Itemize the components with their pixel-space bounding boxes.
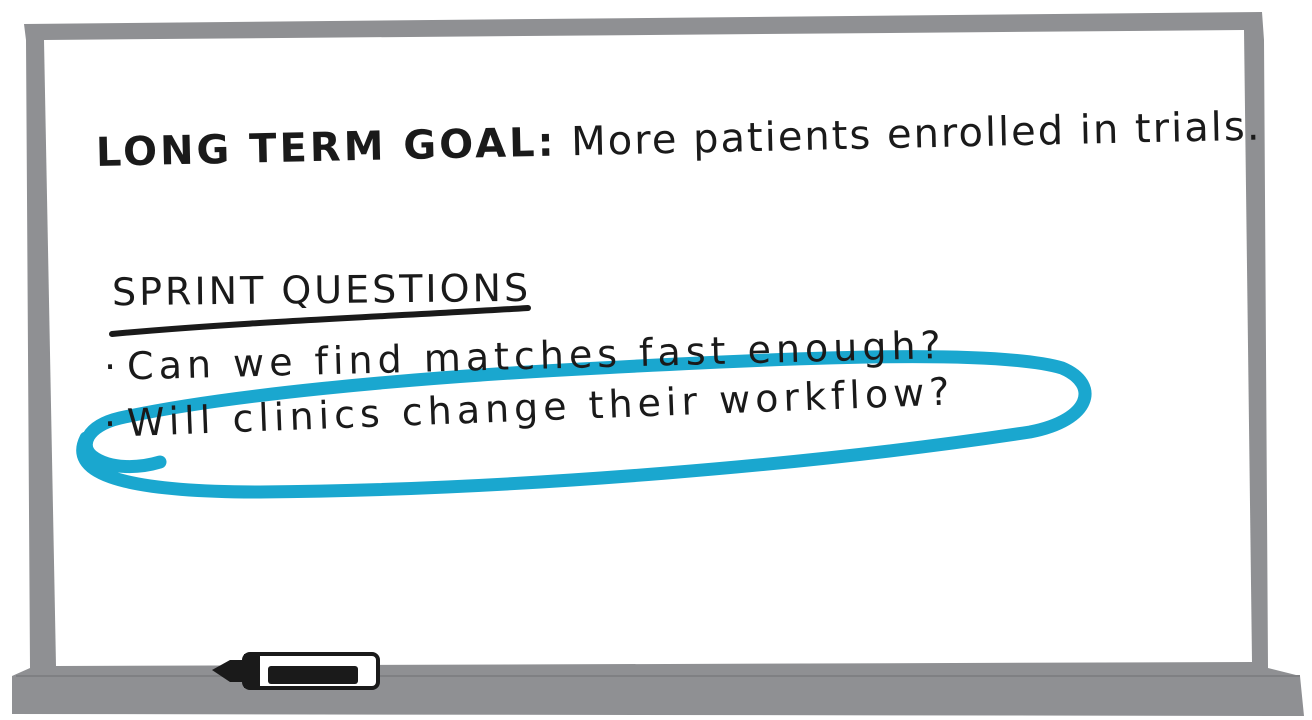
- heading-underline: [109, 305, 531, 337]
- whiteboard-surface: [44, 30, 1252, 666]
- sprint-questions-heading: SPRINT QUESTIONS: [111, 265, 532, 315]
- bullet: ·: [103, 344, 122, 389]
- dry-erase-marker-icon: [212, 652, 380, 690]
- highlight-circle: [76, 350, 1092, 499]
- bullet: ·: [103, 401, 122, 446]
